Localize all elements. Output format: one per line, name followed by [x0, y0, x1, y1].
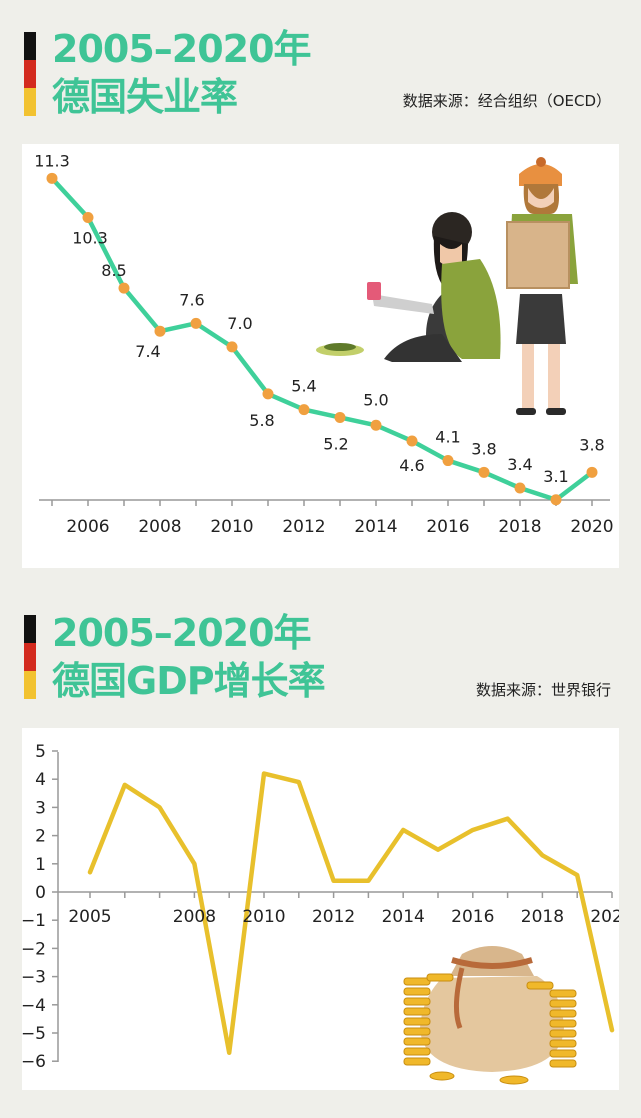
data-label: 3.8 [471, 439, 496, 458]
title-line1: 2005–2020年 [52, 611, 312, 655]
y-tick-label: 3 [35, 798, 46, 818]
data-label: 4.1 [435, 428, 460, 447]
x-tick-label: 2012 [282, 517, 325, 537]
data-point [334, 411, 346, 423]
gdp-growth-chart: 5 4 3 2 1 0 −1 −2 −3 −4 −5 −6 2005 2008 2010 2012 2014 2… [21, 742, 634, 1085]
data-point [586, 466, 598, 478]
x-tick-label: 2018 [498, 517, 541, 537]
flag-stripe-red [24, 60, 36, 88]
x-tick-label: 2008 [173, 907, 216, 927]
title-line1: 2005–2020年 [52, 27, 312, 71]
unemployment-chart-panel: 11.3 10.3 8.5 7.4 7.6 7.0 5.8 5.4 5.2 5.0 4.6 4.1 3.… [22, 144, 619, 568]
x-tick-label: 2010 [210, 517, 253, 537]
data-label: 3.8 [579, 435, 604, 454]
y-tick-label: 2 [35, 827, 46, 847]
data-point [82, 212, 94, 224]
x-tick-label: 2012 [312, 907, 355, 927]
data-label: 7.4 [135, 342, 160, 361]
data-point [190, 317, 202, 329]
data-point [514, 482, 526, 494]
data-point [442, 455, 454, 467]
german-flag-icon [24, 32, 36, 116]
y-tick-label: −1 [22, 911, 46, 931]
data-point [262, 388, 274, 400]
flag-stripe-red [24, 643, 36, 671]
data-label: 4.6 [399, 456, 424, 475]
x-tick-label: 2010 [242, 907, 285, 927]
data-label: 5.8 [249, 411, 274, 430]
gdp-series-line [87, 771, 615, 1055]
data-label: 3.4 [507, 455, 532, 474]
data-point [118, 282, 130, 294]
y-tick-label: −6 [22, 1052, 46, 1072]
data-source: 数据来源：经合组织（OECD） [402, 92, 611, 110]
flag-stripe-gold [24, 88, 36, 116]
german-flag-icon [24, 615, 36, 699]
data-label: 7.6 [179, 290, 204, 309]
x-tick-label: 2020 [590, 907, 619, 927]
title-line2: 德国GDP增长率 [52, 659, 326, 703]
data-label: 8.5 [101, 261, 126, 280]
data-source: 数据来源：世界银行 [475, 681, 611, 699]
data-point [478, 466, 490, 478]
unemployment-chart: 11.3 10.3 8.5 7.4 7.6 7.0 5.8 5.4 5.2 5.0 4.6 4.1 3.… [34, 151, 613, 537]
x-tick-label: 2018 [521, 907, 564, 927]
y-tick-label: 1 [35, 855, 46, 875]
flag-stripe-black [24, 32, 36, 60]
x-tick-label: 2016 [451, 907, 494, 927]
x-tick-label: 2006 [66, 517, 109, 537]
data-point [46, 172, 58, 184]
title-line2: 德国失业率 [52, 75, 238, 119]
x-tick-label: 2008 [138, 517, 181, 537]
data-label: 10.3 [72, 229, 108, 248]
x-tick-label: 2005 [68, 907, 111, 927]
y-tick-label: −4 [22, 996, 46, 1016]
unemployment-series-line [49, 176, 595, 503]
data-point [406, 435, 418, 447]
data-label: 3.1 [543, 467, 568, 486]
x-tick-label: 2014 [382, 907, 425, 927]
data-point [550, 494, 562, 506]
x-tick-label: 2014 [354, 517, 397, 537]
y-tick-label: −5 [22, 1024, 46, 1044]
data-point [298, 404, 310, 416]
gdp-chart-panel: 5 4 3 2 1 0 −1 −2 −3 −4 −5 −6 2005 2008 2010 2012 2014 2… [21, 728, 634, 1090]
y-tick-label: −3 [22, 968, 46, 988]
flag-stripe-gold [24, 671, 36, 699]
data-point [226, 341, 238, 353]
data-label: 5.2 [323, 434, 348, 453]
y-tick-label: −2 [22, 939, 46, 959]
data-point [154, 325, 166, 337]
data-label: 11.3 [34, 151, 70, 170]
data-point [370, 419, 382, 431]
data-label: 7.0 [227, 314, 252, 333]
x-tick-label: 2016 [426, 517, 469, 537]
beggar-icon [316, 157, 578, 415]
y-tick-label: 4 [35, 770, 46, 790]
y-tick-label: 0 [35, 883, 46, 903]
money-bag-icon [403, 946, 577, 1085]
y-tick-label: 5 [35, 742, 46, 762]
flag-stripe-black [24, 615, 36, 643]
data-label: 5.0 [363, 390, 388, 409]
x-tick-label: 2020 [570, 517, 613, 537]
data-label: 5.4 [291, 377, 316, 396]
